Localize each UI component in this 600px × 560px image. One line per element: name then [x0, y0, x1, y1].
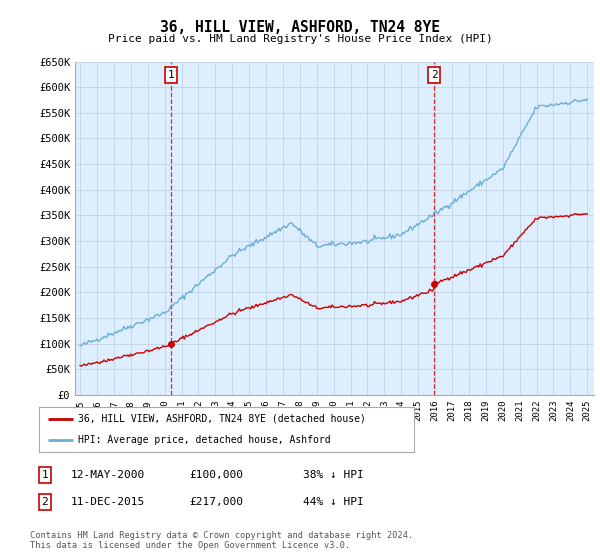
Text: 1: 1	[41, 470, 49, 480]
Text: 11-DEC-2015: 11-DEC-2015	[71, 497, 145, 507]
Text: Price paid vs. HM Land Registry's House Price Index (HPI): Price paid vs. HM Land Registry's House …	[107, 34, 493, 44]
Text: 12-MAY-2000: 12-MAY-2000	[71, 470, 145, 480]
Text: Contains HM Land Registry data © Crown copyright and database right 2024.
This d: Contains HM Land Registry data © Crown c…	[30, 530, 413, 550]
Text: HPI: Average price, detached house, Ashford: HPI: Average price, detached house, Ashf…	[79, 435, 331, 445]
Text: £100,000: £100,000	[189, 470, 243, 480]
Text: 2: 2	[41, 497, 49, 507]
Text: 1: 1	[167, 70, 174, 80]
Text: 36, HILL VIEW, ASHFORD, TN24 8YE (detached house): 36, HILL VIEW, ASHFORD, TN24 8YE (detach…	[79, 414, 366, 424]
Text: 2: 2	[431, 70, 437, 80]
Text: 44% ↓ HPI: 44% ↓ HPI	[303, 497, 364, 507]
Text: 36, HILL VIEW, ASHFORD, TN24 8YE: 36, HILL VIEW, ASHFORD, TN24 8YE	[160, 20, 440, 35]
Text: £217,000: £217,000	[189, 497, 243, 507]
Text: 38% ↓ HPI: 38% ↓ HPI	[303, 470, 364, 480]
